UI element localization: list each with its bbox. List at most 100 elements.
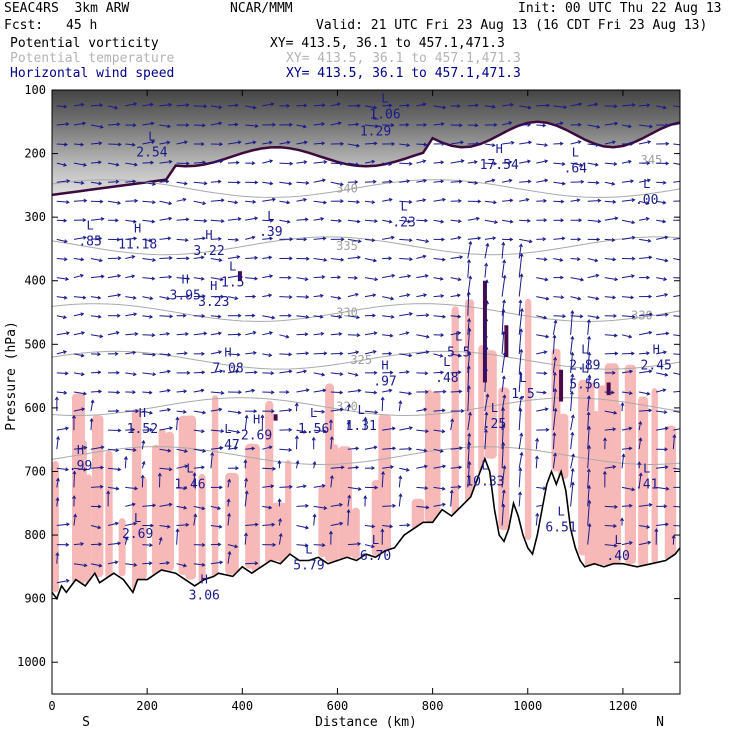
wind-shading <box>318 485 327 558</box>
wind-vector <box>450 389 463 394</box>
wind-vector <box>604 121 619 126</box>
extremum-value: 3.22 <box>193 244 224 259</box>
wind-vector <box>279 122 293 127</box>
terrain-line <box>52 456 680 601</box>
wind-vector <box>621 141 634 146</box>
wind-vector <box>656 410 668 415</box>
wind-vector <box>570 351 575 373</box>
wind-vector <box>536 350 548 355</box>
wind-vector <box>125 255 136 259</box>
wind-vector <box>536 257 548 262</box>
wind-vector <box>656 141 670 146</box>
wind-vector <box>347 238 362 244</box>
wind-vector <box>56 142 68 147</box>
wind-vector <box>123 455 128 469</box>
wind-vector <box>330 314 343 319</box>
wind-vector <box>570 257 581 262</box>
extremum-type: L <box>134 511 141 525</box>
wind-vector <box>586 395 591 412</box>
wind-vector <box>382 179 393 184</box>
wind-vector <box>433 448 444 453</box>
wind-vector <box>382 524 394 529</box>
wind-vector <box>313 178 326 183</box>
extremum-type: H <box>210 279 217 293</box>
wind-vector <box>313 314 324 319</box>
wind-vector <box>536 218 548 223</box>
wind-vector <box>364 524 376 529</box>
y-tick-label: 500 <box>24 337 46 351</box>
wind-vector <box>483 367 488 393</box>
wind-vector <box>399 426 413 431</box>
wind-shading <box>285 460 292 559</box>
wind-vector <box>227 369 240 374</box>
wind-vector <box>56 331 70 336</box>
theta-contour-label: 335 <box>336 239 358 253</box>
wind-vector <box>159 331 171 336</box>
wind-vector <box>73 445 88 450</box>
wind-vector <box>90 563 103 568</box>
wind-vector <box>399 122 410 127</box>
wind-vector <box>673 237 680 240</box>
wind-vector <box>483 333 488 354</box>
wind-vector <box>484 161 498 166</box>
wind-vector <box>620 402 625 412</box>
wind-vector <box>279 408 293 413</box>
wind-vector <box>56 426 70 431</box>
wind-vector <box>656 293 669 298</box>
wind-vector <box>193 465 205 470</box>
extremum-label: L .47 <box>216 422 239 453</box>
wind-vector <box>656 161 670 166</box>
wind-vector <box>106 490 111 507</box>
wind-vector <box>656 465 669 470</box>
wind-vector <box>587 296 600 301</box>
extremum-type: L <box>400 199 407 213</box>
wind-vector <box>501 351 507 373</box>
y-tick-label: 800 <box>24 528 46 542</box>
wind-vector <box>330 121 342 126</box>
wind-vector <box>56 295 68 300</box>
wind-vector <box>450 179 463 184</box>
wind-vector <box>484 143 496 148</box>
wind-vector <box>450 277 462 282</box>
wind-vector <box>227 296 239 301</box>
wind-vector <box>262 331 274 336</box>
wind-vector <box>467 160 478 165</box>
wind-vector <box>604 543 618 548</box>
wind-vector <box>108 122 121 127</box>
wind-vector <box>536 237 547 242</box>
y-tick-label: 100 <box>24 83 46 97</box>
wind-vector <box>125 350 137 355</box>
wind-vector <box>673 218 680 222</box>
wind-vector <box>125 179 137 184</box>
extremum-label: L 1.31 <box>346 403 377 434</box>
extremum-label: H 2.45 <box>641 342 672 373</box>
wind-vector <box>673 334 680 337</box>
wind-vector <box>536 277 549 282</box>
wind-vector <box>347 275 358 280</box>
wind-vector <box>159 467 173 472</box>
org-title: NCAR/MMM <box>230 1 293 16</box>
wind-vector <box>347 541 362 546</box>
wind-vector <box>158 536 163 545</box>
wind-vector <box>639 391 651 396</box>
wind-vector <box>176 351 188 356</box>
wind-vector <box>673 390 680 393</box>
wind-vector <box>416 254 427 259</box>
wind-shading <box>158 428 166 572</box>
wind-vector <box>296 369 308 374</box>
wind-vector <box>673 372 680 375</box>
extremum-label: H 11.18 <box>118 222 157 253</box>
wind-vector <box>399 143 411 148</box>
wind-shading <box>425 389 434 523</box>
wind-vector <box>467 351 472 373</box>
wind-vector <box>484 219 499 224</box>
wind-vector <box>330 372 344 377</box>
extremum-value: .47 <box>216 438 239 453</box>
wind-vector <box>587 102 599 107</box>
field-xy-pv: XY= 413.5, 36.1 to 457.1,471.3 <box>270 36 505 51</box>
wind-vector <box>586 411 591 431</box>
wind-vector <box>587 258 599 263</box>
wind-vector <box>587 444 592 469</box>
wind-vector <box>142 258 157 262</box>
wind-vector <box>210 179 222 184</box>
